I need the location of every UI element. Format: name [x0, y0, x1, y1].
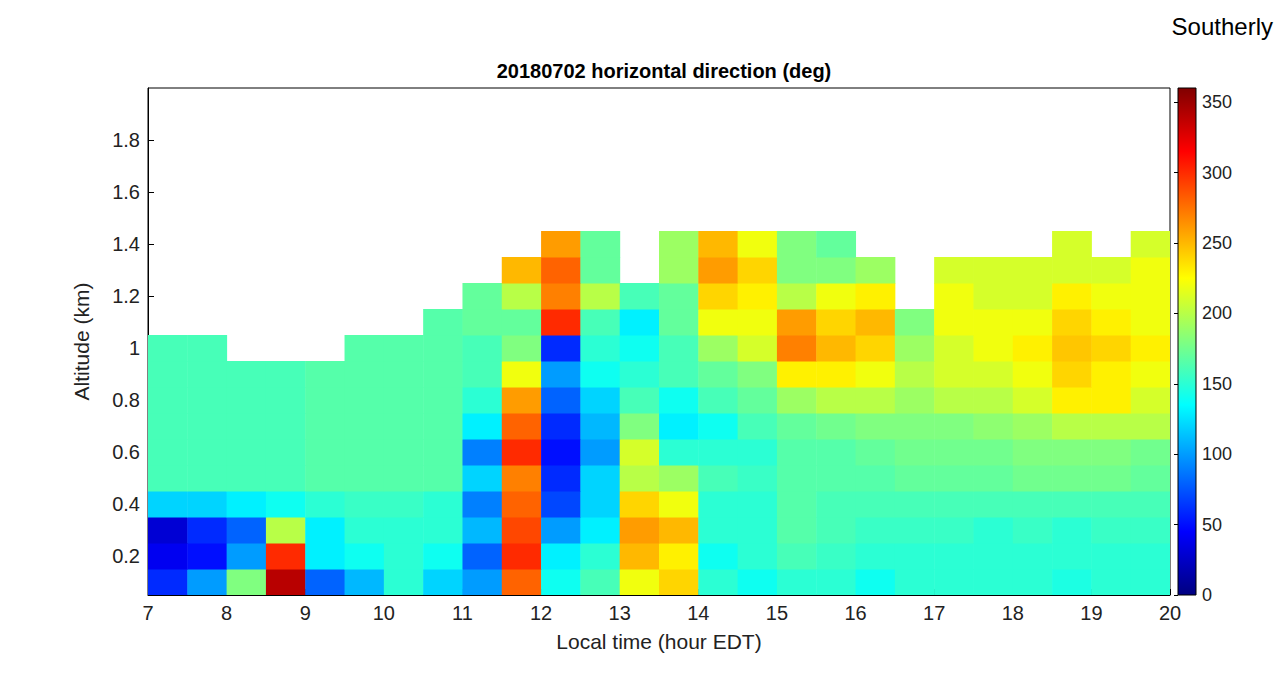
- svg-text:13: 13: [609, 602, 631, 624]
- svg-text:0.4: 0.4: [112, 493, 140, 515]
- svg-text:18: 18: [1002, 602, 1024, 624]
- svg-text:Local time (hour EDT): Local time (hour EDT): [556, 630, 761, 653]
- svg-text:16: 16: [844, 602, 866, 624]
- svg-text:350: 350: [1202, 92, 1232, 112]
- svg-text:14: 14: [687, 602, 709, 624]
- svg-text:17: 17: [923, 602, 945, 624]
- svg-text:19: 19: [1080, 602, 1102, 624]
- svg-text:Altitude (km): Altitude (km): [70, 283, 93, 401]
- svg-text:10: 10: [373, 602, 395, 624]
- svg-text:12: 12: [530, 602, 552, 624]
- svg-text:20180702 horizontal direction: 20180702 horizontal direction (deg): [497, 60, 832, 82]
- svg-text:7: 7: [142, 602, 153, 624]
- svg-text:1.2: 1.2: [112, 285, 140, 307]
- svg-text:11: 11: [452, 602, 473, 624]
- svg-text:0: 0: [1202, 585, 1212, 605]
- svg-text:20: 20: [1159, 602, 1181, 624]
- svg-text:1: 1: [129, 337, 140, 359]
- svg-text:250: 250: [1202, 233, 1232, 253]
- svg-text:1.8: 1.8: [112, 129, 140, 151]
- svg-text:300: 300: [1202, 163, 1232, 183]
- svg-text:200: 200: [1202, 303, 1232, 323]
- svg-text:8: 8: [221, 602, 232, 624]
- svg-text:Southerly: Southerly: [1172, 13, 1273, 40]
- svg-text:0.2: 0.2: [112, 545, 140, 567]
- svg-text:15: 15: [766, 602, 788, 624]
- svg-text:150: 150: [1202, 374, 1232, 394]
- svg-text:1.4: 1.4: [112, 233, 140, 255]
- svg-text:1.6: 1.6: [112, 181, 140, 203]
- svg-text:100: 100: [1202, 444, 1232, 464]
- svg-text:0.6: 0.6: [112, 441, 140, 463]
- svg-text:0.8: 0.8: [112, 389, 140, 411]
- svg-text:50: 50: [1202, 515, 1222, 535]
- svg-text:9: 9: [300, 602, 311, 624]
